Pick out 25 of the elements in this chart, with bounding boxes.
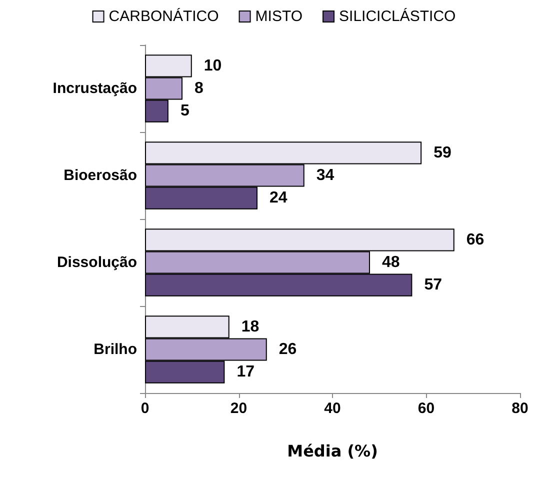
y-tick-label: Incrustação <box>52 80 137 97</box>
data-label: 18 <box>241 318 260 336</box>
data-label: 48 <box>382 254 400 271</box>
x-tick-label: 60 <box>418 400 435 417</box>
data-label: 66 <box>466 231 484 248</box>
data-label: 5 <box>180 102 190 120</box>
data-label: 26 <box>278 341 297 358</box>
y-tick-label: Dissolução <box>56 254 137 271</box>
data-label: 8 <box>194 80 204 97</box>
x-tick-label: 40 <box>324 400 341 417</box>
x-tick-label: 0 <box>140 400 150 417</box>
data-label: 34 <box>316 167 334 184</box>
legend-label: CARBONÁTICO <box>108 7 219 25</box>
data-label: 59 <box>434 144 452 162</box>
data-label: 17 <box>236 364 255 381</box>
x-tick-label: 80 <box>512 400 528 417</box>
data-label: 24 <box>270 190 288 207</box>
x-tick-label: 20 <box>230 400 248 417</box>
legend-label: SILICICLÁSTICO <box>339 7 456 25</box>
data-label: 10 <box>204 57 222 74</box>
y-tick-label: Bioerosão <box>64 167 137 184</box>
x-axis-title: Média (%) <box>287 442 378 460</box>
legend-label: MISTO <box>255 8 303 25</box>
y-tick-label: Brilho <box>94 341 137 358</box>
data-label: 57 <box>424 276 442 294</box>
